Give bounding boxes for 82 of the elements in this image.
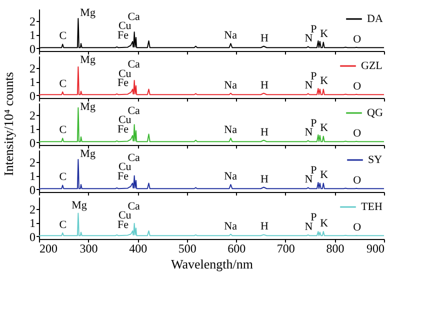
annotation: O bbox=[353, 80, 362, 92]
annotation: O bbox=[353, 127, 362, 140]
annotation: O bbox=[353, 174, 362, 186]
legend-label: DA bbox=[367, 13, 383, 25]
y-tick-label: 0 bbox=[30, 88, 36, 103]
annotation: Na bbox=[224, 79, 238, 92]
annotation: P bbox=[310, 117, 317, 130]
y-tick-label: 1 bbox=[30, 122, 36, 136]
y-tick-label: 2 bbox=[30, 14, 36, 29]
annotation: Cu bbox=[118, 20, 132, 32]
y-tick-label: 0 bbox=[30, 230, 36, 244]
annotation: Fe bbox=[117, 170, 129, 183]
annotation: Ca bbox=[128, 104, 140, 117]
y-tick-label: 1 bbox=[30, 169, 36, 184]
y-axis-title: Intensity/10⁴ counts bbox=[1, 72, 16, 176]
annotation: N bbox=[304, 220, 313, 233]
annotation: Na bbox=[224, 124, 238, 136]
annotation: Cu bbox=[118, 114, 132, 126]
annotation: H bbox=[260, 79, 268, 92]
annotation: H bbox=[260, 126, 268, 138]
annotation: C bbox=[59, 30, 67, 42]
annotation: Ca bbox=[128, 200, 140, 212]
y-tick-label: 2 bbox=[30, 156, 36, 170]
annotation: N bbox=[304, 174, 313, 186]
x-tick-label: 400 bbox=[129, 242, 148, 256]
y-tick-label: 2 bbox=[30, 202, 36, 217]
y-tick-label: 1 bbox=[30, 28, 36, 42]
x-tick-label: 900 bbox=[366, 242, 384, 256]
y-tick-label: 2 bbox=[30, 62, 36, 76]
annotation: Mg bbox=[72, 199, 88, 212]
annotation: H bbox=[260, 220, 268, 233]
annotation: O bbox=[353, 221, 362, 234]
annotation: O bbox=[353, 33, 362, 46]
legend-label: GZL bbox=[361, 60, 383, 72]
annotation: N bbox=[304, 80, 313, 92]
x-tick-label: 600 bbox=[228, 242, 246, 256]
annotation: Mg bbox=[80, 54, 96, 66]
y-tick-label: 1 bbox=[30, 75, 36, 90]
annotation: P bbox=[310, 212, 317, 224]
line-series bbox=[38, 212, 384, 237]
annotation: K bbox=[320, 28, 328, 40]
annotation: Mg bbox=[80, 148, 96, 160]
legend-label: QG bbox=[367, 107, 383, 119]
annotation: H bbox=[260, 173, 268, 186]
y-tick-label: 0 bbox=[30, 136, 36, 150]
annotation: P bbox=[310, 23, 317, 36]
x-axis-title: Wavelength/nm bbox=[171, 256, 253, 272]
annotation: K bbox=[320, 169, 328, 182]
annotation: Na bbox=[224, 170, 238, 183]
x-tick-label: 700 bbox=[276, 242, 295, 256]
annotation: Fe bbox=[117, 124, 129, 136]
x-tick-label: 300 bbox=[80, 242, 98, 256]
annotation: P bbox=[310, 70, 317, 82]
annotation: Cu bbox=[118, 161, 132, 174]
annotation: Mg bbox=[80, 100, 96, 113]
x-tick-label: 800 bbox=[326, 242, 344, 256]
annotation: K bbox=[320, 75, 328, 88]
annotation: K bbox=[320, 122, 328, 134]
annotation: Ca bbox=[128, 10, 140, 23]
x-tick-label: 500 bbox=[178, 242, 196, 256]
annotation: C bbox=[59, 124, 67, 136]
annotation: Na bbox=[224, 30, 238, 42]
legend-label: SY bbox=[368, 154, 382, 166]
legend-label: TEH bbox=[361, 201, 382, 213]
annotation: Fe bbox=[117, 30, 129, 42]
y-tick-label: 0 bbox=[30, 42, 36, 56]
annotation: Na bbox=[224, 220, 238, 232]
annotation: C bbox=[59, 171, 67, 184]
annotation: P bbox=[310, 164, 317, 176]
y-tick-label: 2 bbox=[30, 108, 36, 123]
annotation: Fe bbox=[117, 77, 129, 90]
annotation: N bbox=[304, 126, 313, 139]
x-tick-label: 200 bbox=[40, 242, 58, 256]
annotation: C bbox=[59, 78, 67, 90]
annotation: N bbox=[304, 32, 313, 45]
y-tick-label: 1 bbox=[30, 216, 36, 230]
y-tick-label: 0 bbox=[30, 182, 36, 197]
annotation: Mg bbox=[80, 6, 96, 19]
annotation: Ca bbox=[128, 152, 140, 164]
annotation: K bbox=[320, 218, 328, 230]
annotation: H bbox=[260, 32, 268, 44]
annotation: C bbox=[59, 218, 67, 231]
